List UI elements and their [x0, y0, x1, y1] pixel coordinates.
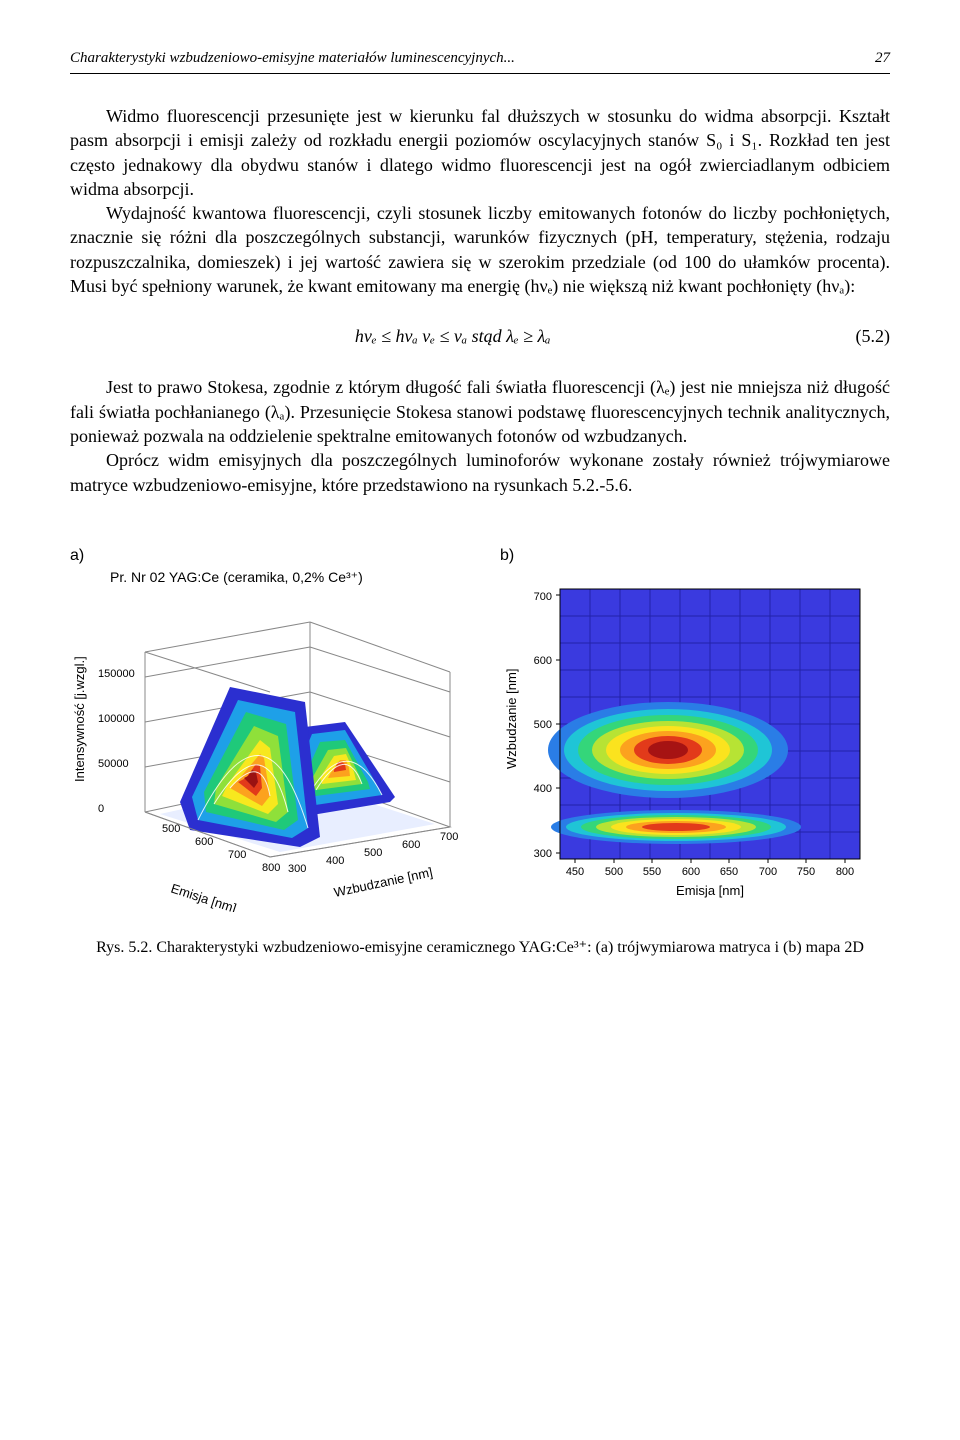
equation-body: hνₑ ≤ hνₐ νₑ ≤ νₐ stąd λₑ ≥ λₐ	[355, 326, 551, 347]
svg-text:500: 500	[605, 866, 623, 878]
svg-text:300: 300	[534, 848, 552, 860]
svg-text:700: 700	[440, 831, 458, 843]
paragraph-4: Oprócz widm emisyjnych dla poszczególnyc…	[70, 448, 890, 497]
svg-text:150000: 150000	[98, 668, 135, 680]
figure-b-plot: Wzbudzanie [nm]	[500, 569, 880, 909]
svg-text:600: 600	[682, 866, 700, 878]
svg-text:500: 500	[162, 823, 180, 835]
svg-text:800: 800	[262, 862, 280, 874]
page-number: 27	[875, 50, 890, 67]
figure-b-yticks: 300 400 500 600 700	[534, 591, 552, 860]
figure-b-label: b)	[500, 547, 890, 565]
svg-text:100000: 100000	[98, 713, 135, 725]
paragraph-2: Wydajność kwantowa fluorescencji, czyli …	[70, 201, 890, 298]
figure-caption: Rys. 5.2. Charakterystyki wzbudzeniowo-e…	[70, 937, 890, 957]
running-title: Charakterystyki wzbudzeniowo-emisyjne ma…	[70, 50, 515, 67]
figure-a-title: Pr. Nr 02 YAG:Ce (ceramika, 0,2% Ce³⁺)	[110, 569, 470, 586]
svg-text:600: 600	[195, 836, 213, 848]
svg-text:0: 0	[98, 803, 104, 815]
svg-text:700: 700	[228, 849, 246, 861]
heatmap-blob1	[548, 702, 788, 798]
svg-text:600: 600	[534, 655, 552, 667]
paragraph-1: Widmo fluorescencji przesunięte jest w k…	[70, 104, 890, 201]
svg-text:550: 550	[643, 866, 661, 878]
figure-a: a) Pr. Nr 02 YAG:Ce (ceramika, 0,2% Ce³⁺…	[70, 547, 470, 917]
figure-a-label: a)	[70, 547, 470, 565]
figure-a-plot: Intensywność [j.wzgl.] 0 50000 100000 15…	[70, 592, 470, 912]
figure-b-xticks: 450 500 550 600 650 700 750 800	[566, 866, 854, 878]
figure-a-xlabel: Emisja [nm]	[169, 880, 238, 911]
svg-text:450: 450	[566, 866, 584, 878]
paragraph-3: Jest to prawo Stokesa, zgodnie z którym …	[70, 375, 890, 448]
svg-text:50000: 50000	[98, 758, 129, 770]
header-rule	[70, 73, 890, 74]
figure-a-zticks: 0 50000 100000 150000	[98, 668, 135, 815]
svg-text:600: 600	[402, 839, 420, 851]
svg-text:750: 750	[797, 866, 815, 878]
svg-text:300: 300	[288, 863, 306, 875]
figure-a-zlabel: Intensywność [j.wzgl.]	[72, 656, 87, 782]
figure-b-xlabel: Emisja [nm]	[676, 883, 744, 898]
svg-text:400: 400	[326, 855, 344, 867]
surface-peak1	[180, 687, 320, 847]
svg-text:400: 400	[534, 783, 552, 795]
figure-a-ylabel: Wzbudzanie [nm]	[333, 864, 434, 900]
svg-text:800: 800	[836, 866, 854, 878]
equation-number: (5.2)	[856, 326, 891, 347]
figure-b: b) Wzbudzanie [nm]	[500, 547, 890, 914]
svg-text:700: 700	[534, 591, 552, 603]
svg-text:500: 500	[364, 847, 382, 859]
svg-text:500: 500	[534, 719, 552, 731]
svg-text:650: 650	[720, 866, 738, 878]
figure-b-ylabel: Wzbudzanie [nm]	[504, 668, 519, 768]
equation-row: hνₑ ≤ hνₐ νₑ ≤ νₐ stąd λₑ ≥ λₐ (5.2)	[70, 326, 890, 347]
heatmap-blob2	[551, 810, 801, 844]
svg-text:700: 700	[759, 866, 777, 878]
